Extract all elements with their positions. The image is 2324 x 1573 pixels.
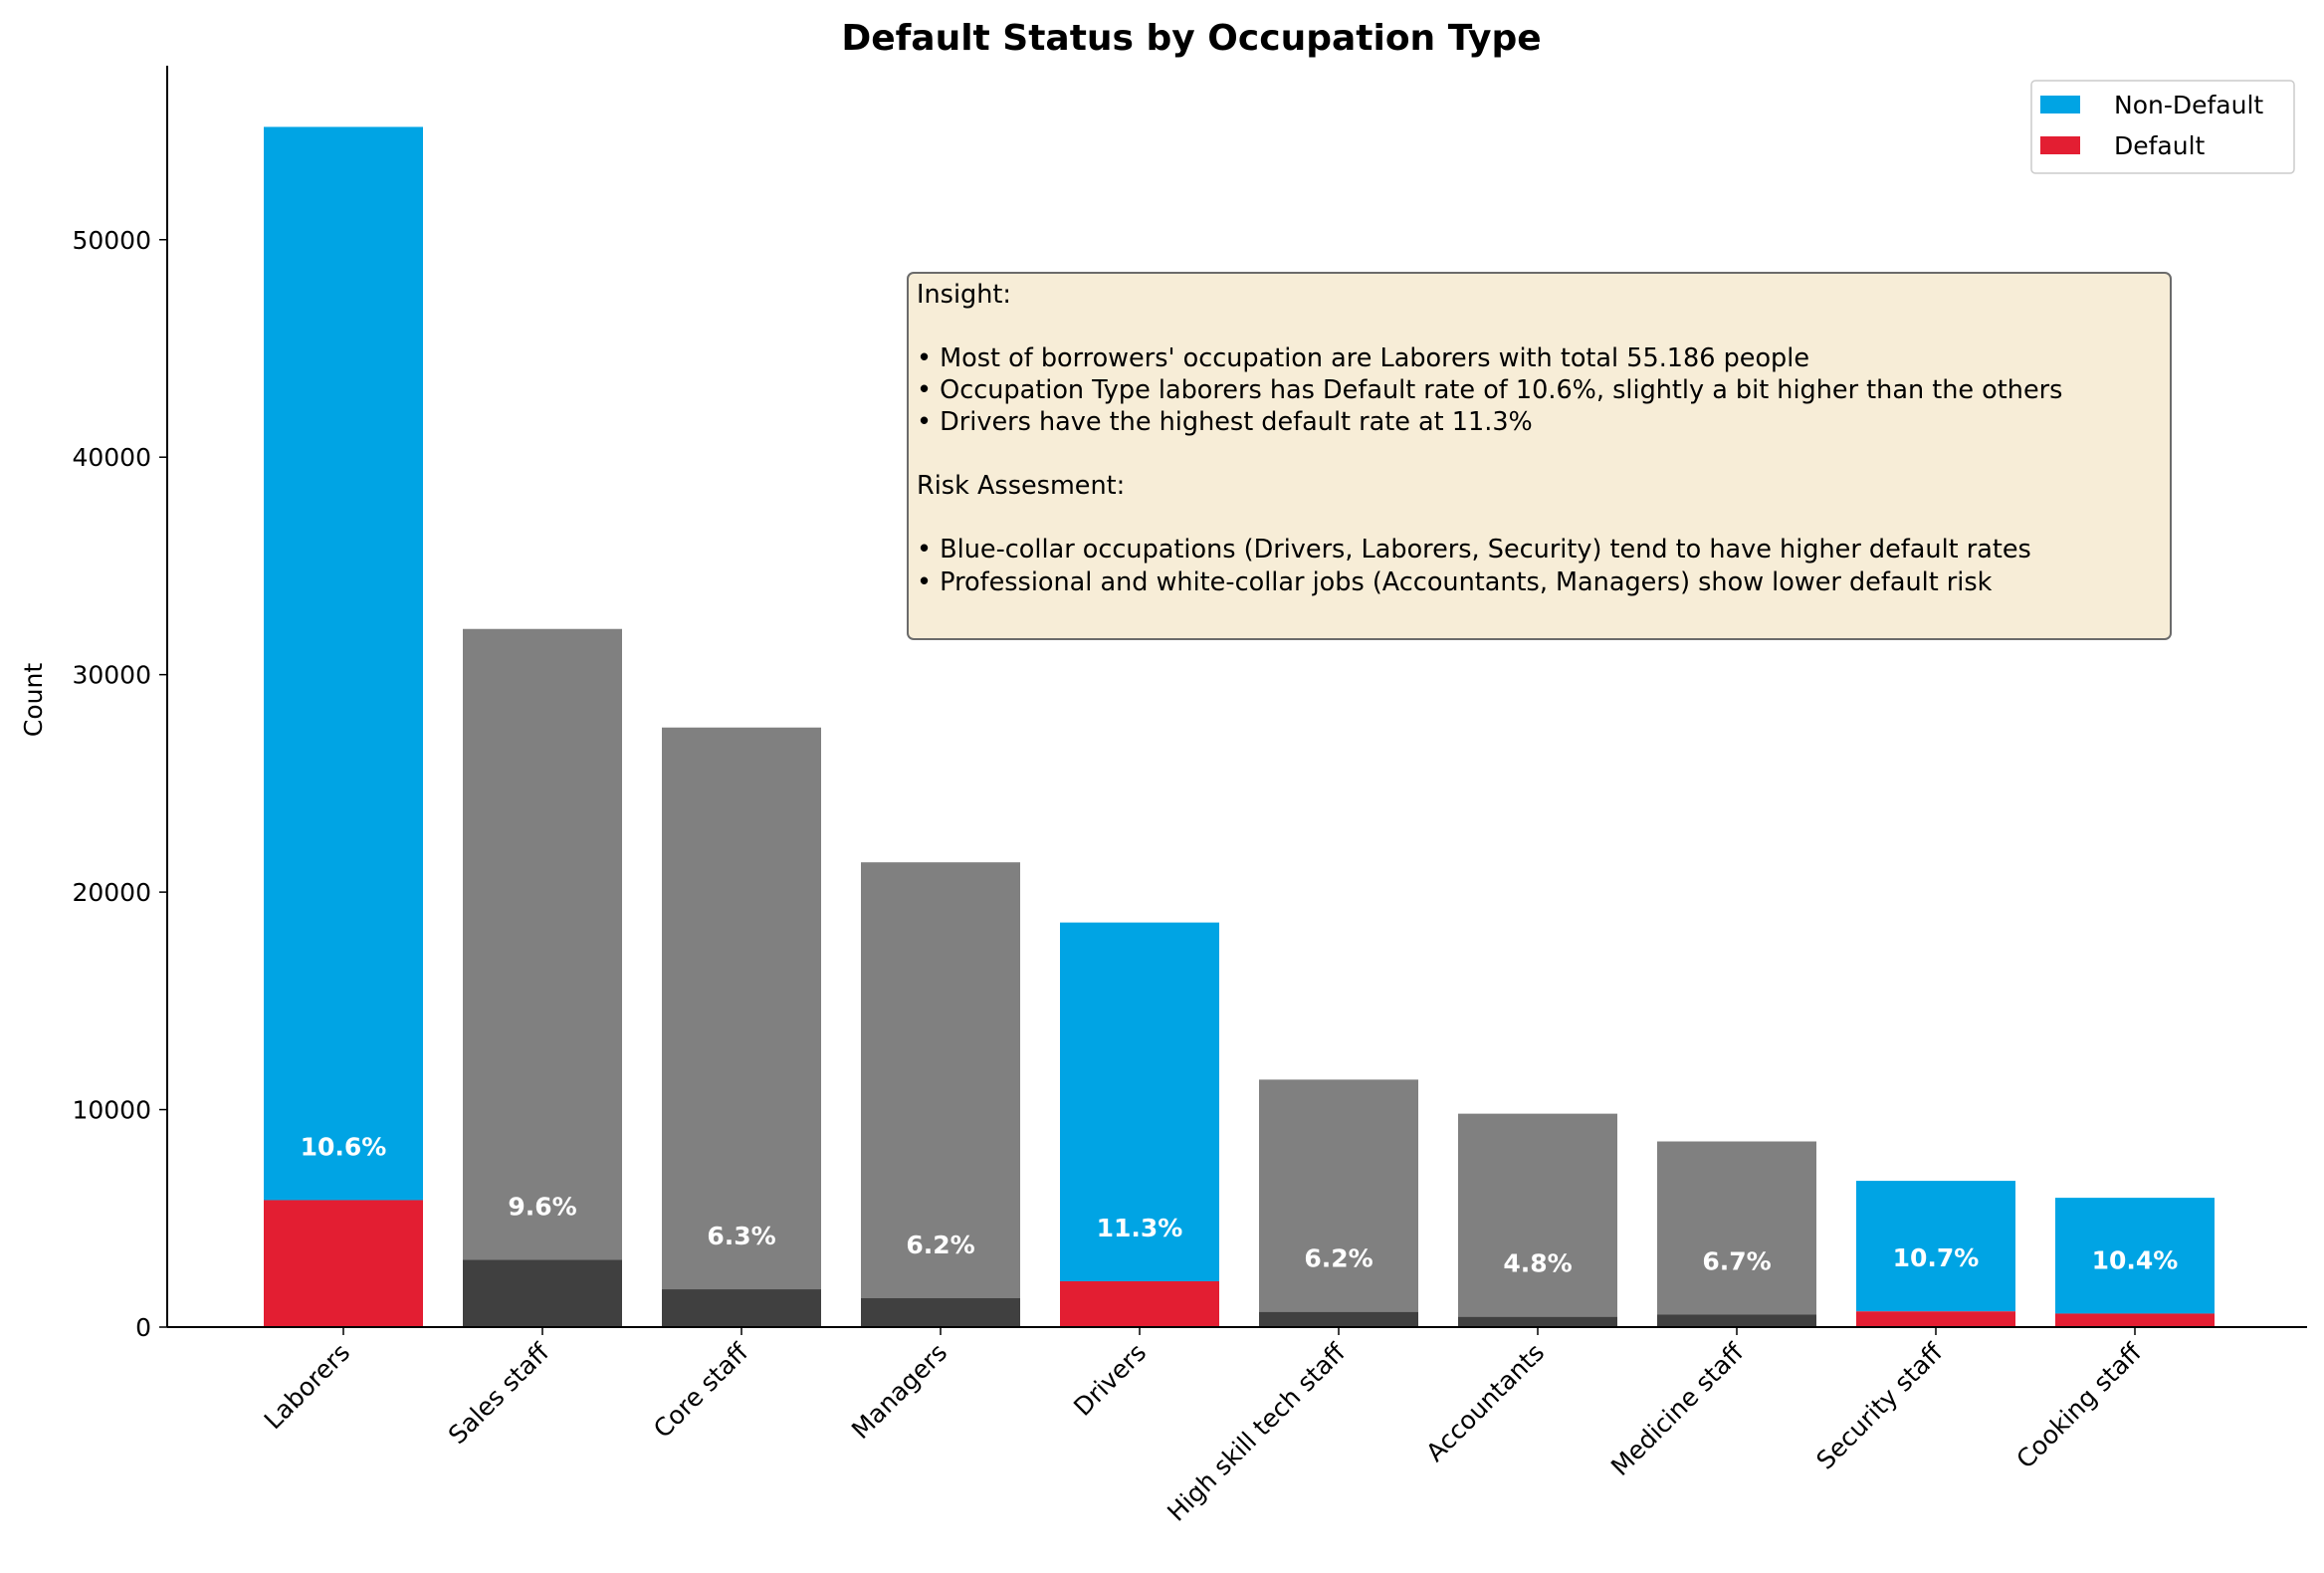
bar-non-default: [463, 628, 622, 1260]
bar-non-default: [1856, 1181, 2015, 1312]
y-tick-label: 30000: [72, 661, 151, 690]
x-tick-label: Drivers: [1068, 1338, 1152, 1422]
bar-default: [264, 1200, 423, 1327]
bar-non-default: [264, 126, 423, 1201]
legend-label-non-default: Non-Default: [2114, 91, 2263, 119]
insight-line: Risk Assesment:: [917, 471, 1125, 501]
insight-line: • Most of borrowers' occupation are Labo…: [917, 343, 1809, 373]
bar-default: [463, 1259, 622, 1327]
y-tick-label: 10000: [72, 1096, 151, 1125]
x-axis: Laborers Sales staff Core staff Managers Dri…: [167, 1326, 2307, 1527]
legend-swatch-default: [2040, 136, 2080, 154]
bar-default: [1856, 1311, 2015, 1327]
bar-default: [861, 1297, 1020, 1327]
chart-title: Default Status by Occupation Type: [841, 18, 1541, 59]
insight-line: Insight:: [917, 280, 1011, 310]
insight-box: Insight: • Most of borrowers' occupation…: [907, 272, 2172, 640]
bar-default: [662, 1289, 821, 1327]
default-rate-label: 10.4%: [2092, 1245, 2179, 1274]
y-tick-label: 50000: [72, 226, 151, 255]
default-rate-label: 10.6%: [301, 1132, 387, 1161]
legend-label-default: Default: [2114, 131, 2206, 160]
default-rate-label: 6.2%: [906, 1231, 974, 1259]
bar-default: [1657, 1314, 1816, 1327]
default-rate-label: 11.3%: [1097, 1214, 1183, 1242]
insight-line: • Blue-collar occupations (Drivers, Labo…: [917, 535, 2031, 564]
x-tick-label: Cooking staff: [2010, 1337, 2147, 1473]
bar-non-default: [1259, 1079, 1418, 1312]
bar-default: [1458, 1316, 1617, 1327]
bar-non-default: [1060, 922, 1219, 1281]
insight-line: • Drivers have the highest default rate …: [917, 407, 1533, 437]
default-rate-label: 6.2%: [1304, 1244, 1373, 1273]
bar-non-default: [1657, 1141, 1816, 1315]
y-tick-label: 20000: [72, 878, 151, 907]
legend-frame: [2030, 80, 2295, 174]
y-axis-label: Count: [19, 663, 48, 737]
x-tick-label: Core staff: [648, 1337, 754, 1444]
legend: Non-Default Default: [2030, 80, 2295, 174]
bar-non-default: [2055, 1198, 2215, 1314]
default-rate-label: 6.7%: [1702, 1247, 1771, 1276]
y-axis: 0 10000 20000 30000 40000 50000: [72, 66, 168, 1342]
x-tick-label: Laborers: [259, 1338, 355, 1435]
default-rate-label: 10.7%: [1893, 1243, 1980, 1272]
insight-frame: [907, 272, 2172, 640]
x-tick-label: High skill tech staff: [1162, 1337, 1352, 1527]
x-tick-label: Medicine staff: [1605, 1337, 1750, 1481]
bar-non-default: [662, 727, 821, 1290]
x-tick-label: Sales staff: [443, 1337, 555, 1450]
x-tick-label: Accountants: [1420, 1338, 1550, 1467]
default-rate-label: 6.3%: [707, 1222, 775, 1250]
bar-default: [2055, 1313, 2215, 1327]
x-tick-label: Managers: [846, 1338, 952, 1445]
insight-line: • Professional and white-collar jobs (Ac…: [917, 567, 1993, 597]
bar-non-default: [861, 862, 1020, 1298]
y-tick-label: 0: [135, 1313, 151, 1342]
x-tick-label: Security staff: [1810, 1337, 1948, 1474]
default-rate-label: 4.8%: [1503, 1249, 1572, 1278]
bar-default: [1259, 1311, 1418, 1327]
default-rate-label: 9.6%: [508, 1192, 576, 1221]
legend-swatch-non-default: [2040, 96, 2080, 113]
insight-line: • Occupation Type laborers has Default r…: [917, 375, 2062, 405]
bar-non-default: [1458, 1113, 1617, 1317]
bar-default: [1060, 1280, 1219, 1327]
y-tick-label: 40000: [72, 443, 151, 472]
plot-area: 10.6% 9.6% 6.3% 6.2% 11.3% 6.2% 4.8% 6.7% 10.7% 1…: [264, 126, 2215, 1327]
